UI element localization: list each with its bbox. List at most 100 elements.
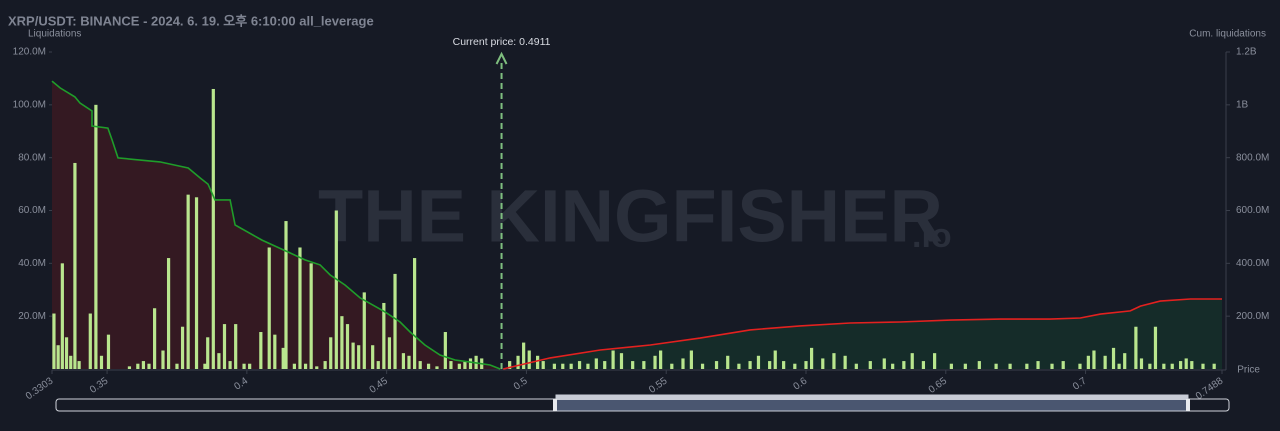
bar — [60, 263, 64, 369]
bar — [457, 363, 461, 369]
bar — [714, 361, 719, 369]
bar — [1170, 363, 1174, 369]
bar — [508, 361, 512, 369]
bar — [248, 363, 252, 369]
bar — [273, 334, 277, 369]
y2-tick-label: 600.0M — [1236, 205, 1269, 216]
bar — [689, 350, 693, 369]
bar — [804, 361, 808, 369]
bar — [882, 358, 886, 369]
bar — [127, 366, 132, 369]
bar — [1117, 363, 1121, 369]
cum-line — [503, 298, 1222, 370]
bar — [141, 361, 146, 369]
bar — [793, 363, 797, 369]
bar — [136, 363, 140, 369]
bar — [594, 358, 598, 369]
bar — [357, 345, 361, 369]
bar — [1061, 361, 1065, 369]
x-tick-label: 0.4 — [232, 375, 250, 392]
bar — [407, 355, 411, 369]
current-price-label: Current price: 0.4911 — [453, 36, 551, 48]
bar — [303, 363, 308, 369]
bar — [52, 313, 56, 369]
bar — [1050, 363, 1054, 369]
current-price-arrowhead — [495, 51, 508, 65]
range-handle-right[interactable] — [1186, 399, 1190, 411]
bar — [726, 355, 730, 369]
bar — [217, 353, 221, 369]
bar — [611, 350, 615, 369]
bar — [1179, 361, 1183, 369]
bar — [1148, 363, 1152, 369]
bar — [147, 363, 151, 369]
cum-line — [51, 80, 501, 370]
bar — [99, 355, 104, 369]
bar — [577, 361, 582, 369]
bar — [206, 337, 210, 369]
y-axis-label: Liquidations — [28, 29, 81, 40]
bar — [809, 347, 814, 369]
y2-tick-label: 200.0M — [1236, 311, 1269, 322]
bar — [426, 363, 431, 369]
bar — [345, 324, 350, 369]
bar — [329, 337, 333, 369]
bar — [387, 337, 392, 369]
bar — [222, 324, 227, 369]
bar — [1184, 358, 1188, 369]
bar — [642, 361, 646, 369]
y2-tick-label: 800.0M — [1236, 152, 1269, 163]
bar — [522, 342, 526, 369]
x-tick-label: 0.3303 — [24, 375, 56, 402]
x-tick-label: 0.7 — [1071, 375, 1089, 392]
bar — [259, 332, 263, 369]
bar — [77, 361, 81, 369]
range-handle-bar[interactable] — [556, 395, 1188, 400]
watermark-suffix: .io — [912, 217, 952, 255]
bar — [1201, 363, 1205, 369]
bar — [1111, 347, 1116, 369]
bar — [175, 363, 179, 369]
bar — [435, 366, 439, 369]
bar — [963, 363, 967, 369]
bar — [619, 353, 624, 369]
bar — [298, 247, 302, 369]
bar — [552, 363, 556, 369]
bar — [323, 361, 327, 369]
bar — [603, 361, 607, 369]
chart-title: XRP/USDT: BINANCE - 2024. 6. 19. 오후 6:10… — [8, 13, 374, 28]
bar — [586, 363, 590, 369]
bar — [748, 361, 752, 369]
y-tick-label: 100.0M — [13, 99, 46, 110]
bar — [69, 355, 73, 369]
bar — [73, 162, 77, 369]
y2-axis-label: Cum. liquidations — [1189, 29, 1266, 40]
bar — [228, 361, 232, 369]
y2-tick-label: 1B — [1236, 99, 1249, 110]
bar — [1139, 358, 1144, 369]
bar — [832, 353, 836, 369]
bar — [413, 258, 417, 369]
bar — [653, 355, 657, 369]
bar — [284, 221, 288, 369]
bar — [161, 350, 165, 369]
bar — [700, 363, 705, 369]
bar — [1134, 326, 1138, 369]
bar — [106, 334, 111, 369]
bar — [1008, 363, 1012, 369]
bar — [977, 361, 981, 369]
bar — [468, 358, 473, 369]
watermark: THE KINGFISHER — [318, 175, 943, 258]
cum-area — [503, 299, 1222, 369]
range-handle-left[interactable] — [553, 399, 557, 411]
bar — [267, 247, 271, 369]
bar — [292, 363, 296, 369]
bar — [309, 263, 313, 369]
bar — [382, 302, 386, 369]
x-tick-label: 0.7488 — [1194, 375, 1226, 402]
y-tick-label: 80.0M — [18, 152, 46, 163]
bar — [768, 361, 772, 369]
bar — [166, 258, 171, 369]
bar — [362, 292, 366, 369]
